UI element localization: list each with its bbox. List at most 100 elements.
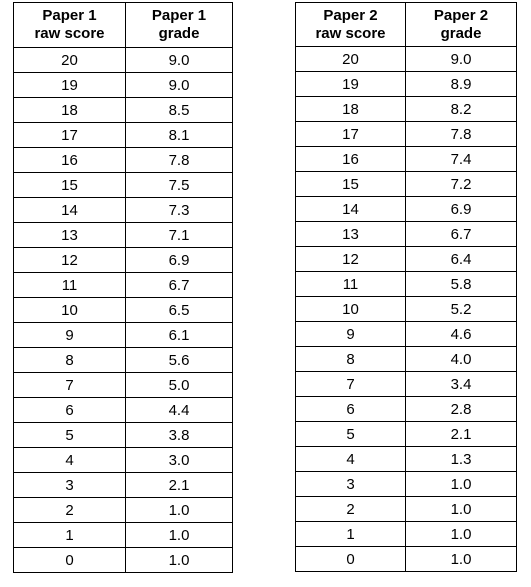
paper1-grade-cell: 8.1: [125, 122, 233, 148]
paper2-raw-score-cell: 10: [295, 296, 406, 322]
paper2-raw-score-cell: 16: [295, 146, 406, 172]
paper2-raw-score-cell: 0: [295, 546, 406, 572]
table-row: 9 6.1: [13, 322, 233, 348]
table-row: 15 7.2: [295, 171, 517, 197]
table-row: 7 3.4: [295, 371, 517, 397]
paper2-grade-cell: 4.6: [405, 321, 517, 347]
paper1-raw-score-cell: 13: [13, 222, 126, 248]
paper1-grade-cell: 7.1: [125, 222, 233, 248]
paper1-grade-cell: 5.6: [125, 347, 233, 373]
paper1-raw-score-cell: 16: [13, 147, 126, 173]
paper1-grade-cell: 6.9: [125, 247, 233, 273]
table-row: 1 1.0: [13, 522, 233, 548]
paper2-grade-cell: 2.1: [405, 421, 517, 447]
paper2-grade-cell: 9.0: [405, 46, 517, 72]
table-row: 4 1.3: [295, 446, 517, 472]
table-row: 16 7.8: [13, 147, 233, 173]
table-row: 5 2.1: [295, 421, 517, 447]
table-row: 18 8.5: [13, 97, 233, 123]
paper1-grade-cell: 6.1: [125, 322, 233, 348]
table-row: 12 6.9: [13, 247, 233, 273]
paper1-raw-score-cell: 8: [13, 347, 126, 373]
paper1-grade-cell: 5.0: [125, 372, 233, 398]
paper2-grade-cell: 7.8: [405, 121, 517, 147]
paper1-raw-score-cell: 10: [13, 297, 126, 323]
paper2-raw-score-cell: 8: [295, 346, 406, 372]
paper1-raw-score-cell: 6: [13, 397, 126, 423]
table-row: 8 4.0: [295, 346, 517, 372]
table-row: 10 6.5: [13, 297, 233, 323]
paper2-grade-cell: 8.9: [405, 71, 517, 97]
paper2-raw-score-cell: 18: [295, 96, 406, 122]
paper1-raw-score-cell: 12: [13, 247, 126, 273]
table-row: 0 1.0: [13, 547, 233, 573]
table-row: 6 4.4: [13, 397, 233, 423]
paper1-raw-score-cell: 15: [13, 172, 126, 198]
paper1-raw-score-cell: 5: [13, 422, 126, 448]
table-header-row: Paper 2 raw score Paper 2 grade: [295, 2, 517, 47]
paper2-grade-cell: 1.0: [405, 471, 517, 497]
table-row: 14 7.3: [13, 197, 233, 223]
paper2-grade-cell: 1.3: [405, 446, 517, 472]
paper2-grade-table: Paper 2 raw score Paper 2 grade 20 9.0 19 8…: [295, 2, 517, 572]
table-row: 3 2.1: [13, 472, 233, 498]
paper1-raw-score-cell: 9: [13, 322, 126, 348]
paper1-grade-cell: 1.0: [125, 547, 233, 573]
paper1-grade-cell: 1.0: [125, 522, 233, 548]
paper2-raw-score-cell: 15: [295, 171, 406, 197]
table-row: 11 5.8: [295, 271, 517, 297]
table-row: 15 7.5: [13, 172, 233, 198]
table-row: 1 1.0: [295, 521, 517, 547]
paper1-grade-cell: 1.0: [125, 497, 233, 523]
table-row: 20 9.0: [13, 47, 233, 73]
paper2-raw-score-cell: 5: [295, 421, 406, 447]
table-row: 19 8.9: [295, 71, 517, 97]
paper1-raw-score-cell: 11: [13, 272, 126, 298]
paper1-raw-score-cell: 18: [13, 97, 126, 123]
table-row: 11 6.7: [13, 272, 233, 298]
paper2-grade-cell: 4.0: [405, 346, 517, 372]
table-row: 8 5.6: [13, 347, 233, 373]
paper2-raw-score-cell: 12: [295, 246, 406, 272]
paper1-raw-score-cell: 3: [13, 472, 126, 498]
paper2-grade-cell: 8.2: [405, 96, 517, 122]
paper2-grade-cell: 1.0: [405, 496, 517, 522]
paper1-grade-cell: 7.8: [125, 147, 233, 173]
table-row: 17 7.8: [295, 121, 517, 147]
paper2-grade-cell: 2.8: [405, 396, 517, 422]
paper2-grade-cell: 6.9: [405, 196, 517, 222]
paper1-raw-score-cell: 19: [13, 72, 126, 98]
table-row: 13 6.7: [295, 221, 517, 247]
paper1-grade-cell: 6.7: [125, 272, 233, 298]
table-row: 16 7.4: [295, 146, 517, 172]
table-row: 13 7.1: [13, 222, 233, 248]
paper1-grade-cell: 9.0: [125, 47, 233, 73]
table-row: 10 5.2: [295, 296, 517, 322]
paper2-grade-cell: 1.0: [405, 546, 517, 572]
table-row: 19 9.0: [13, 72, 233, 98]
table-row: 2 1.0: [295, 496, 517, 522]
paper1-raw-score-cell: 20: [13, 47, 126, 73]
paper2-raw-score-cell: 4: [295, 446, 406, 472]
table-row: 5 3.8: [13, 422, 233, 448]
paper2-table-body: 20 9.0 19 8.9 18 8.2 17 7.8 16 7.4 15 7.2 14 6.9 13 6.7…: [295, 46, 517, 572]
paper1-raw-score-header: Paper 1 raw score: [13, 2, 126, 48]
paper2-raw-score-cell: 9: [295, 321, 406, 347]
table-row: 4 3.0: [13, 447, 233, 473]
paper2-raw-score-header: Paper 2 raw score: [295, 2, 406, 47]
paper1-grade-table: Paper 1 raw score Paper 1 grade 20 9.0 19 9…: [13, 2, 233, 573]
paper1-raw-score-cell: 17: [13, 122, 126, 148]
paper1-raw-score-cell: 7: [13, 372, 126, 398]
paper1-grade-cell: 3.8: [125, 422, 233, 448]
paper1-grade-cell: 8.5: [125, 97, 233, 123]
paper2-grade-cell: 7.4: [405, 146, 517, 172]
paper2-grade-cell: 6.7: [405, 221, 517, 247]
paper2-raw-score-cell: 14: [295, 196, 406, 222]
table-row: 20 9.0: [295, 46, 517, 72]
paper2-raw-score-cell: 20: [295, 46, 406, 72]
paper1-grade-header: Paper 1 grade: [125, 2, 233, 48]
table-row: 9 4.6: [295, 321, 517, 347]
table-row: 3 1.0: [295, 471, 517, 497]
paper2-raw-score-cell: 1: [295, 521, 406, 547]
paper2-raw-score-cell: 13: [295, 221, 406, 247]
